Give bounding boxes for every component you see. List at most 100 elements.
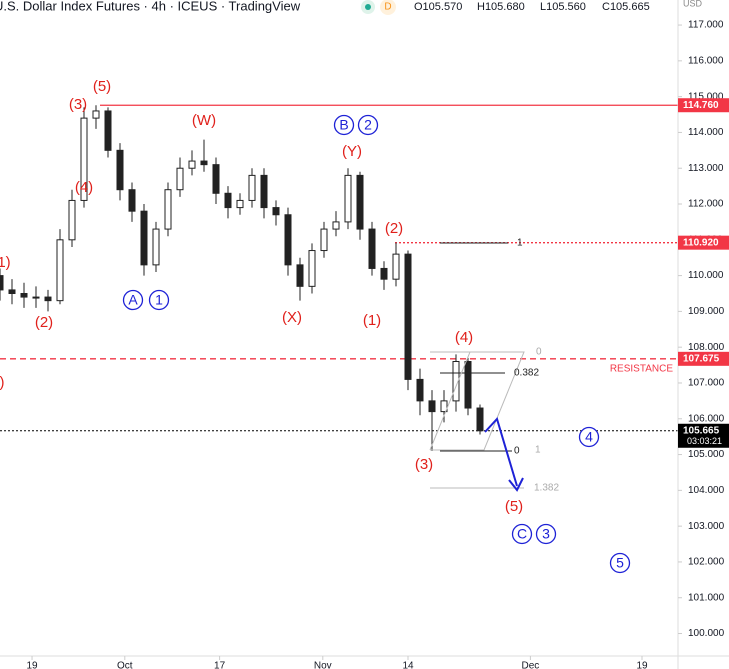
candle-body bbox=[56, 239, 64, 302]
circled-marker bbox=[122, 289, 144, 311]
candle-body bbox=[188, 160, 196, 169]
x-tick-label: 14 bbox=[402, 661, 414, 669]
circled-label: 5 bbox=[616, 555, 624, 571]
wave-label: (1) bbox=[363, 312, 381, 329]
price-label: 105.665 bbox=[683, 425, 720, 436]
badge-text: D bbox=[384, 2, 391, 13]
wave-label: (3) bbox=[69, 96, 87, 113]
circled-marker bbox=[511, 523, 533, 545]
x-tick-label: Dec bbox=[522, 661, 540, 669]
circled-label: 2 bbox=[364, 117, 372, 133]
x-tick-label: 19 bbox=[26, 661, 38, 669]
fib-label: 1 bbox=[517, 238, 523, 249]
wave-label: (5) bbox=[505, 498, 523, 515]
candle-body bbox=[80, 117, 88, 201]
candle-body bbox=[68, 199, 76, 241]
wave-label: (5) bbox=[93, 78, 111, 95]
candle-body bbox=[284, 214, 292, 266]
candle-body bbox=[32, 296, 40, 299]
ohlc-value: O105.570 bbox=[414, 1, 462, 13]
candle-body bbox=[8, 289, 16, 294]
status-dot bbox=[365, 4, 371, 10]
circled-marker bbox=[148, 289, 170, 311]
projection-arrow bbox=[484, 417, 518, 487]
candle-body bbox=[140, 210, 148, 266]
candle-body bbox=[416, 378, 424, 402]
fib-label: 0 bbox=[514, 446, 520, 457]
y-tick-label: 102.000 bbox=[688, 557, 725, 568]
candle-body bbox=[368, 228, 376, 269]
fib-drawing bbox=[429, 242, 525, 492]
arrow-head bbox=[508, 477, 524, 492]
y-tick-label: 113.000 bbox=[688, 163, 724, 174]
candle-body bbox=[20, 292, 28, 298]
candle-body bbox=[332, 221, 340, 230]
price-box bbox=[678, 235, 729, 250]
x-tick-label: 17 bbox=[214, 661, 226, 669]
y-tick-label: 117.000 bbox=[688, 20, 724, 31]
candle-body bbox=[128, 189, 136, 212]
candle-body bbox=[452, 361, 460, 402]
candle-body bbox=[44, 296, 52, 302]
y-tick-label: 100.000 bbox=[688, 628, 725, 639]
candle-body bbox=[92, 110, 100, 119]
circled-label: B bbox=[339, 117, 348, 133]
ohlc-value: H105.680 bbox=[477, 1, 525, 13]
currency: USD bbox=[683, 0, 703, 8]
wave-label: (3) bbox=[415, 456, 433, 473]
candle-body bbox=[440, 400, 448, 413]
candle-body bbox=[476, 407, 484, 432]
candle-body bbox=[392, 253, 400, 280]
circled-label: 1 bbox=[155, 292, 163, 308]
circled-label: C bbox=[517, 526, 527, 542]
fib-label: 0.382 bbox=[514, 368, 539, 379]
candle-body bbox=[380, 267, 388, 280]
price-label: 114.760 bbox=[683, 100, 719, 111]
candle-body bbox=[0, 275, 4, 291]
price-label: 107.675 bbox=[683, 353, 720, 364]
circled-label: A bbox=[128, 292, 138, 308]
circled-marker bbox=[578, 426, 600, 448]
fib-channel bbox=[429, 351, 525, 451]
candle-body bbox=[320, 228, 328, 252]
candle-body bbox=[212, 164, 220, 194]
y-tick-label: 107.000 bbox=[688, 378, 725, 389]
x-tick-label: 19 bbox=[636, 661, 648, 669]
y-tick-label: 110.000 bbox=[688, 270, 724, 281]
candle-body bbox=[200, 160, 208, 166]
wave-label: (4) bbox=[455, 329, 473, 346]
candle-body bbox=[164, 189, 172, 230]
wave-label: (2) bbox=[385, 220, 403, 237]
y-tick-label: 115.000 bbox=[688, 91, 724, 102]
wave-label: (W) bbox=[192, 112, 216, 129]
candle-body bbox=[344, 174, 352, 223]
circled-label: 3 bbox=[542, 526, 550, 542]
candle-body bbox=[296, 264, 304, 287]
y-tick-label: 101.000 bbox=[688, 592, 725, 603]
countdown: 03:03:21 bbox=[687, 436, 722, 446]
circled-marker bbox=[333, 114, 355, 136]
circled-label: 4 bbox=[585, 429, 593, 445]
candle-body bbox=[176, 167, 184, 191]
wave-label: (2) bbox=[35, 314, 53, 331]
price-label: 110.920 bbox=[683, 237, 719, 248]
price-box bbox=[678, 98, 729, 113]
y-tick-label: 105.000 bbox=[688, 449, 725, 460]
y-tick-label: 109.000 bbox=[688, 306, 725, 317]
price-box bbox=[678, 423, 729, 448]
y-tick-label: 114.000 bbox=[688, 127, 724, 138]
y-tick-label: 106.000 bbox=[688, 413, 725, 424]
y-tick-label: 104.000 bbox=[688, 485, 725, 496]
candle-body bbox=[224, 192, 232, 209]
candle-body bbox=[248, 174, 256, 201]
fib-label: 1 bbox=[535, 445, 541, 456]
candle-body bbox=[236, 199, 244, 209]
candle-body bbox=[260, 174, 268, 209]
wave-label: (X) bbox=[282, 309, 302, 326]
candle-body bbox=[356, 174, 364, 230]
candle-body bbox=[464, 361, 472, 409]
candle-body bbox=[116, 149, 124, 191]
circled-marker bbox=[535, 523, 557, 545]
x-tick-label: Oct bbox=[117, 661, 133, 669]
